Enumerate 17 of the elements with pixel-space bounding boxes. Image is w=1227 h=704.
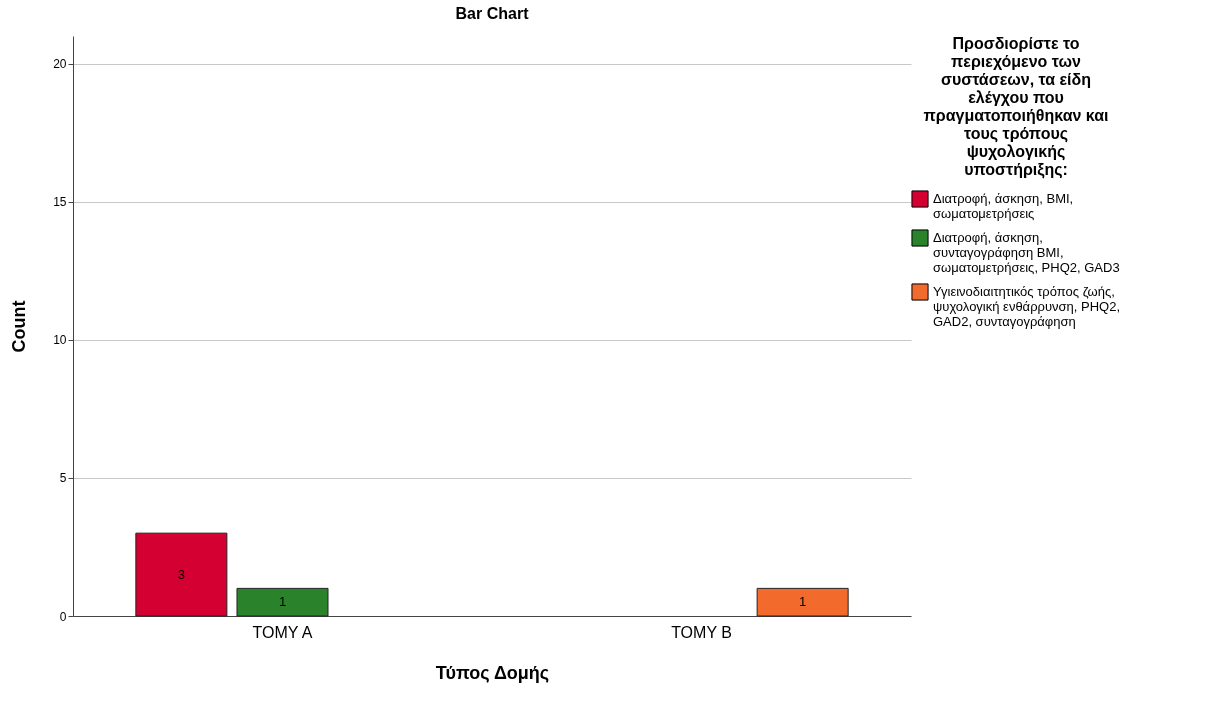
- y-tick-label: 20: [53, 57, 67, 72]
- legend-label: Διατροφή, άσκηση, BMI, σωματομετρήσεις: [933, 191, 1074, 221]
- x-axis-title: Τύπος Δομής: [435, 662, 550, 683]
- x-tick-label: TOMY B: [671, 623, 732, 641]
- x-tick-label: TOMY A: [252, 623, 313, 641]
- legend-title: Προσδιορίστε το περιεχόμενο των συστάσεων, τα είδη ελέγχου που πραγματοποιήθηκαν και τους τρόπους ψυχολογικής υποστήριξης:: [923, 35, 1109, 179]
- data-label: 3: [177, 566, 185, 582]
- y-tick-label: 10: [53, 333, 67, 348]
- legend-label: Υγιεινοδιαιτητικός τρόπος ζωής, ψυχολογική ενθάρρυνση, PHQ2, GAD2, συνταγογράφηση: [933, 284, 1121, 329]
- data-label: 1: [278, 594, 287, 610]
- y-tick-label: 15: [53, 195, 67, 210]
- y-axis-title: Count: [9, 300, 30, 353]
- data-label: 1: [799, 594, 807, 610]
- chart-title: Bar Chart: [455, 5, 530, 22]
- y-tick-label: 0: [59, 609, 67, 624]
- legend-label: Διατροφή, άσκηση, συνταγογράφηση BMI, σωματομετρήσεις, PHQ2, GAD3: [933, 230, 1120, 275]
- y-tick-label: 5: [59, 471, 67, 486]
